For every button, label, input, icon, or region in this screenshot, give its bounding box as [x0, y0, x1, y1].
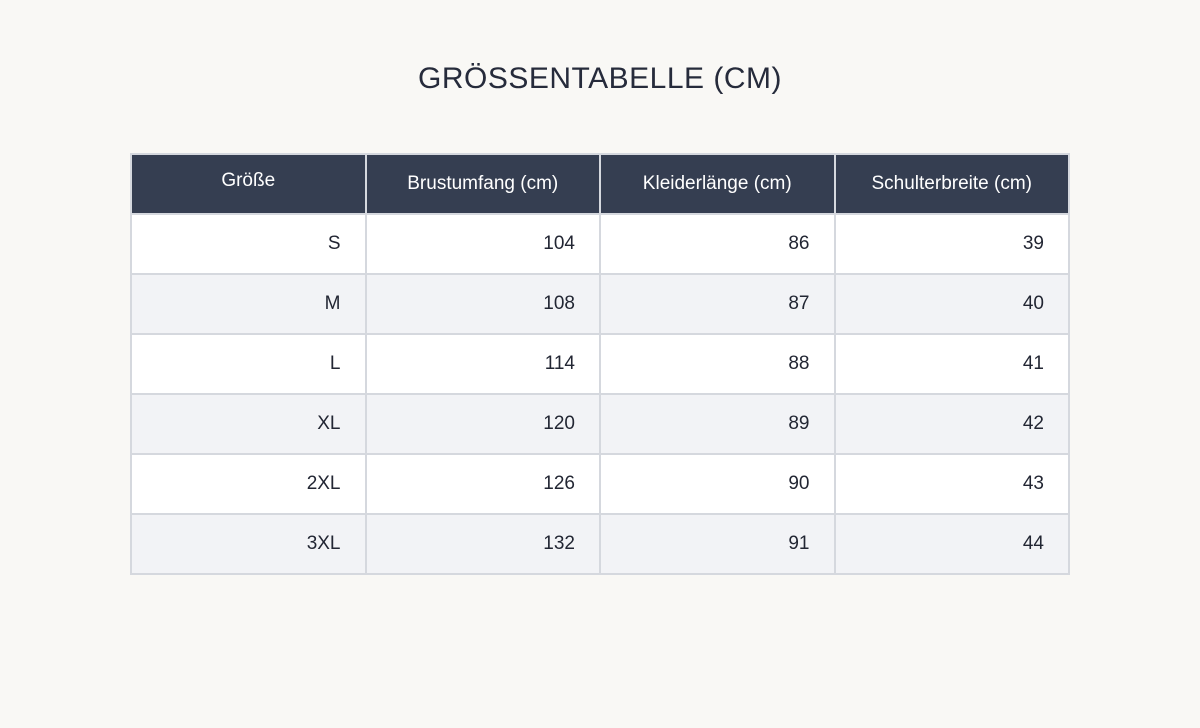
cell-size: M	[130, 273, 367, 335]
column-header-shoulder: Schulterbreite (cm)	[833, 153, 1070, 215]
table-row: XL 120 89 42	[130, 393, 1070, 455]
table-row: 2XL 126 90 43	[130, 453, 1070, 515]
table-row: M 108 87 40	[130, 273, 1070, 335]
cell-chest: 132	[364, 513, 601, 575]
cell-length: 91	[599, 513, 836, 575]
cell-size: S	[130, 213, 367, 275]
cell-length: 89	[599, 393, 836, 455]
cell-chest: 108	[364, 273, 601, 335]
table-row: 3XL 132 91 44	[130, 513, 1070, 575]
column-header-size: Größe	[130, 153, 367, 215]
cell-chest: 104	[364, 213, 601, 275]
cell-shoulder: 44	[833, 513, 1070, 575]
cell-shoulder: 42	[833, 393, 1070, 455]
cell-size: 2XL	[130, 453, 367, 515]
cell-shoulder: 41	[833, 333, 1070, 395]
table-row: S 104 86 39	[130, 213, 1070, 275]
cell-length: 88	[599, 333, 836, 395]
column-header-chest: Brustumfang (cm)	[364, 153, 601, 215]
cell-chest: 120	[364, 393, 601, 455]
cell-length: 87	[599, 273, 836, 335]
table-header-row: Größe Brustumfang (cm) Kleiderlänge (cm)…	[130, 153, 1070, 215]
page-title: GRÖSSENTABELLE (CM)	[417, 62, 782, 95]
table-row: L 114 88 41	[130, 333, 1070, 395]
cell-size: 3XL	[130, 513, 367, 575]
cell-shoulder: 40	[833, 273, 1070, 335]
cell-chest: 126	[364, 453, 601, 515]
cell-size: L	[130, 333, 367, 395]
cell-length: 90	[599, 453, 836, 515]
size-table: Größe Brustumfang (cm) Kleiderlänge (cm)…	[130, 153, 1070, 575]
column-header-length: Kleiderlänge (cm)	[599, 153, 836, 215]
cell-chest: 114	[364, 333, 601, 395]
cell-length: 86	[599, 213, 836, 275]
cell-shoulder: 43	[833, 453, 1070, 515]
cell-size: XL	[130, 393, 367, 455]
cell-shoulder: 39	[833, 213, 1070, 275]
